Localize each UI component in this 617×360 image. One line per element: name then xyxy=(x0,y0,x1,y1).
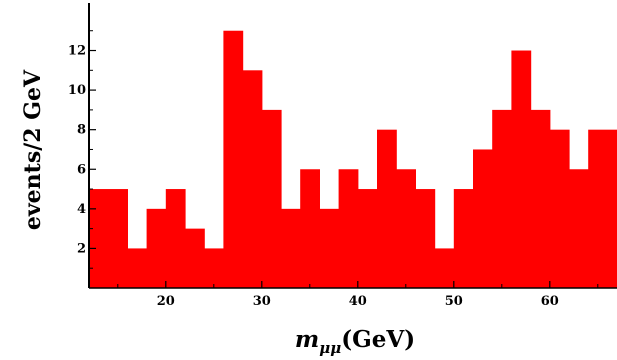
bar xyxy=(511,50,532,288)
ticks-group: 2 4 6 8 10 12 20 30 40 50 60 xyxy=(68,30,599,309)
bar xyxy=(415,189,436,288)
bar xyxy=(492,109,512,288)
bar xyxy=(127,248,148,288)
bar xyxy=(434,248,455,288)
x-tick-label: 40 xyxy=(349,294,367,309)
bar xyxy=(261,109,282,288)
bar xyxy=(530,109,551,288)
y-axis-title: events/2 GeV xyxy=(20,69,46,230)
bar xyxy=(281,208,301,288)
x-axis-title-symbol: m xyxy=(295,326,319,353)
bar xyxy=(338,169,359,288)
y-tick-label: 8 xyxy=(77,123,86,138)
x-axis-title-subscript: μμ xyxy=(319,339,341,357)
x-tick-label: 50 xyxy=(445,294,463,309)
bar xyxy=(588,129,617,288)
bar xyxy=(453,189,474,288)
bar xyxy=(357,189,378,288)
bar xyxy=(473,149,493,288)
x-axis-title: mμμ(GeV) xyxy=(295,326,415,357)
bar xyxy=(185,228,205,288)
bar xyxy=(300,169,320,288)
x-tick-label: 30 xyxy=(253,294,271,309)
y-tick-label: 4 xyxy=(77,202,86,217)
x-tick-label: 20 xyxy=(157,294,175,309)
y-tick-label: 10 xyxy=(68,83,86,98)
bar xyxy=(165,189,186,288)
bar xyxy=(223,30,244,289)
bar xyxy=(242,70,263,288)
bar xyxy=(146,208,167,288)
bar xyxy=(204,248,224,288)
bar xyxy=(319,208,340,288)
x-tick-label: 60 xyxy=(541,294,559,309)
x-axis-title-unit: (GeV) xyxy=(341,326,415,353)
bar xyxy=(569,169,589,288)
y-tick-label: 6 xyxy=(77,162,86,177)
y-tick-label: 2 xyxy=(77,241,86,256)
bar xyxy=(396,169,416,288)
bar xyxy=(89,189,128,288)
y-tick-label: 12 xyxy=(68,44,86,59)
bar xyxy=(549,129,570,288)
bars-group xyxy=(89,30,617,289)
bar xyxy=(377,129,397,288)
